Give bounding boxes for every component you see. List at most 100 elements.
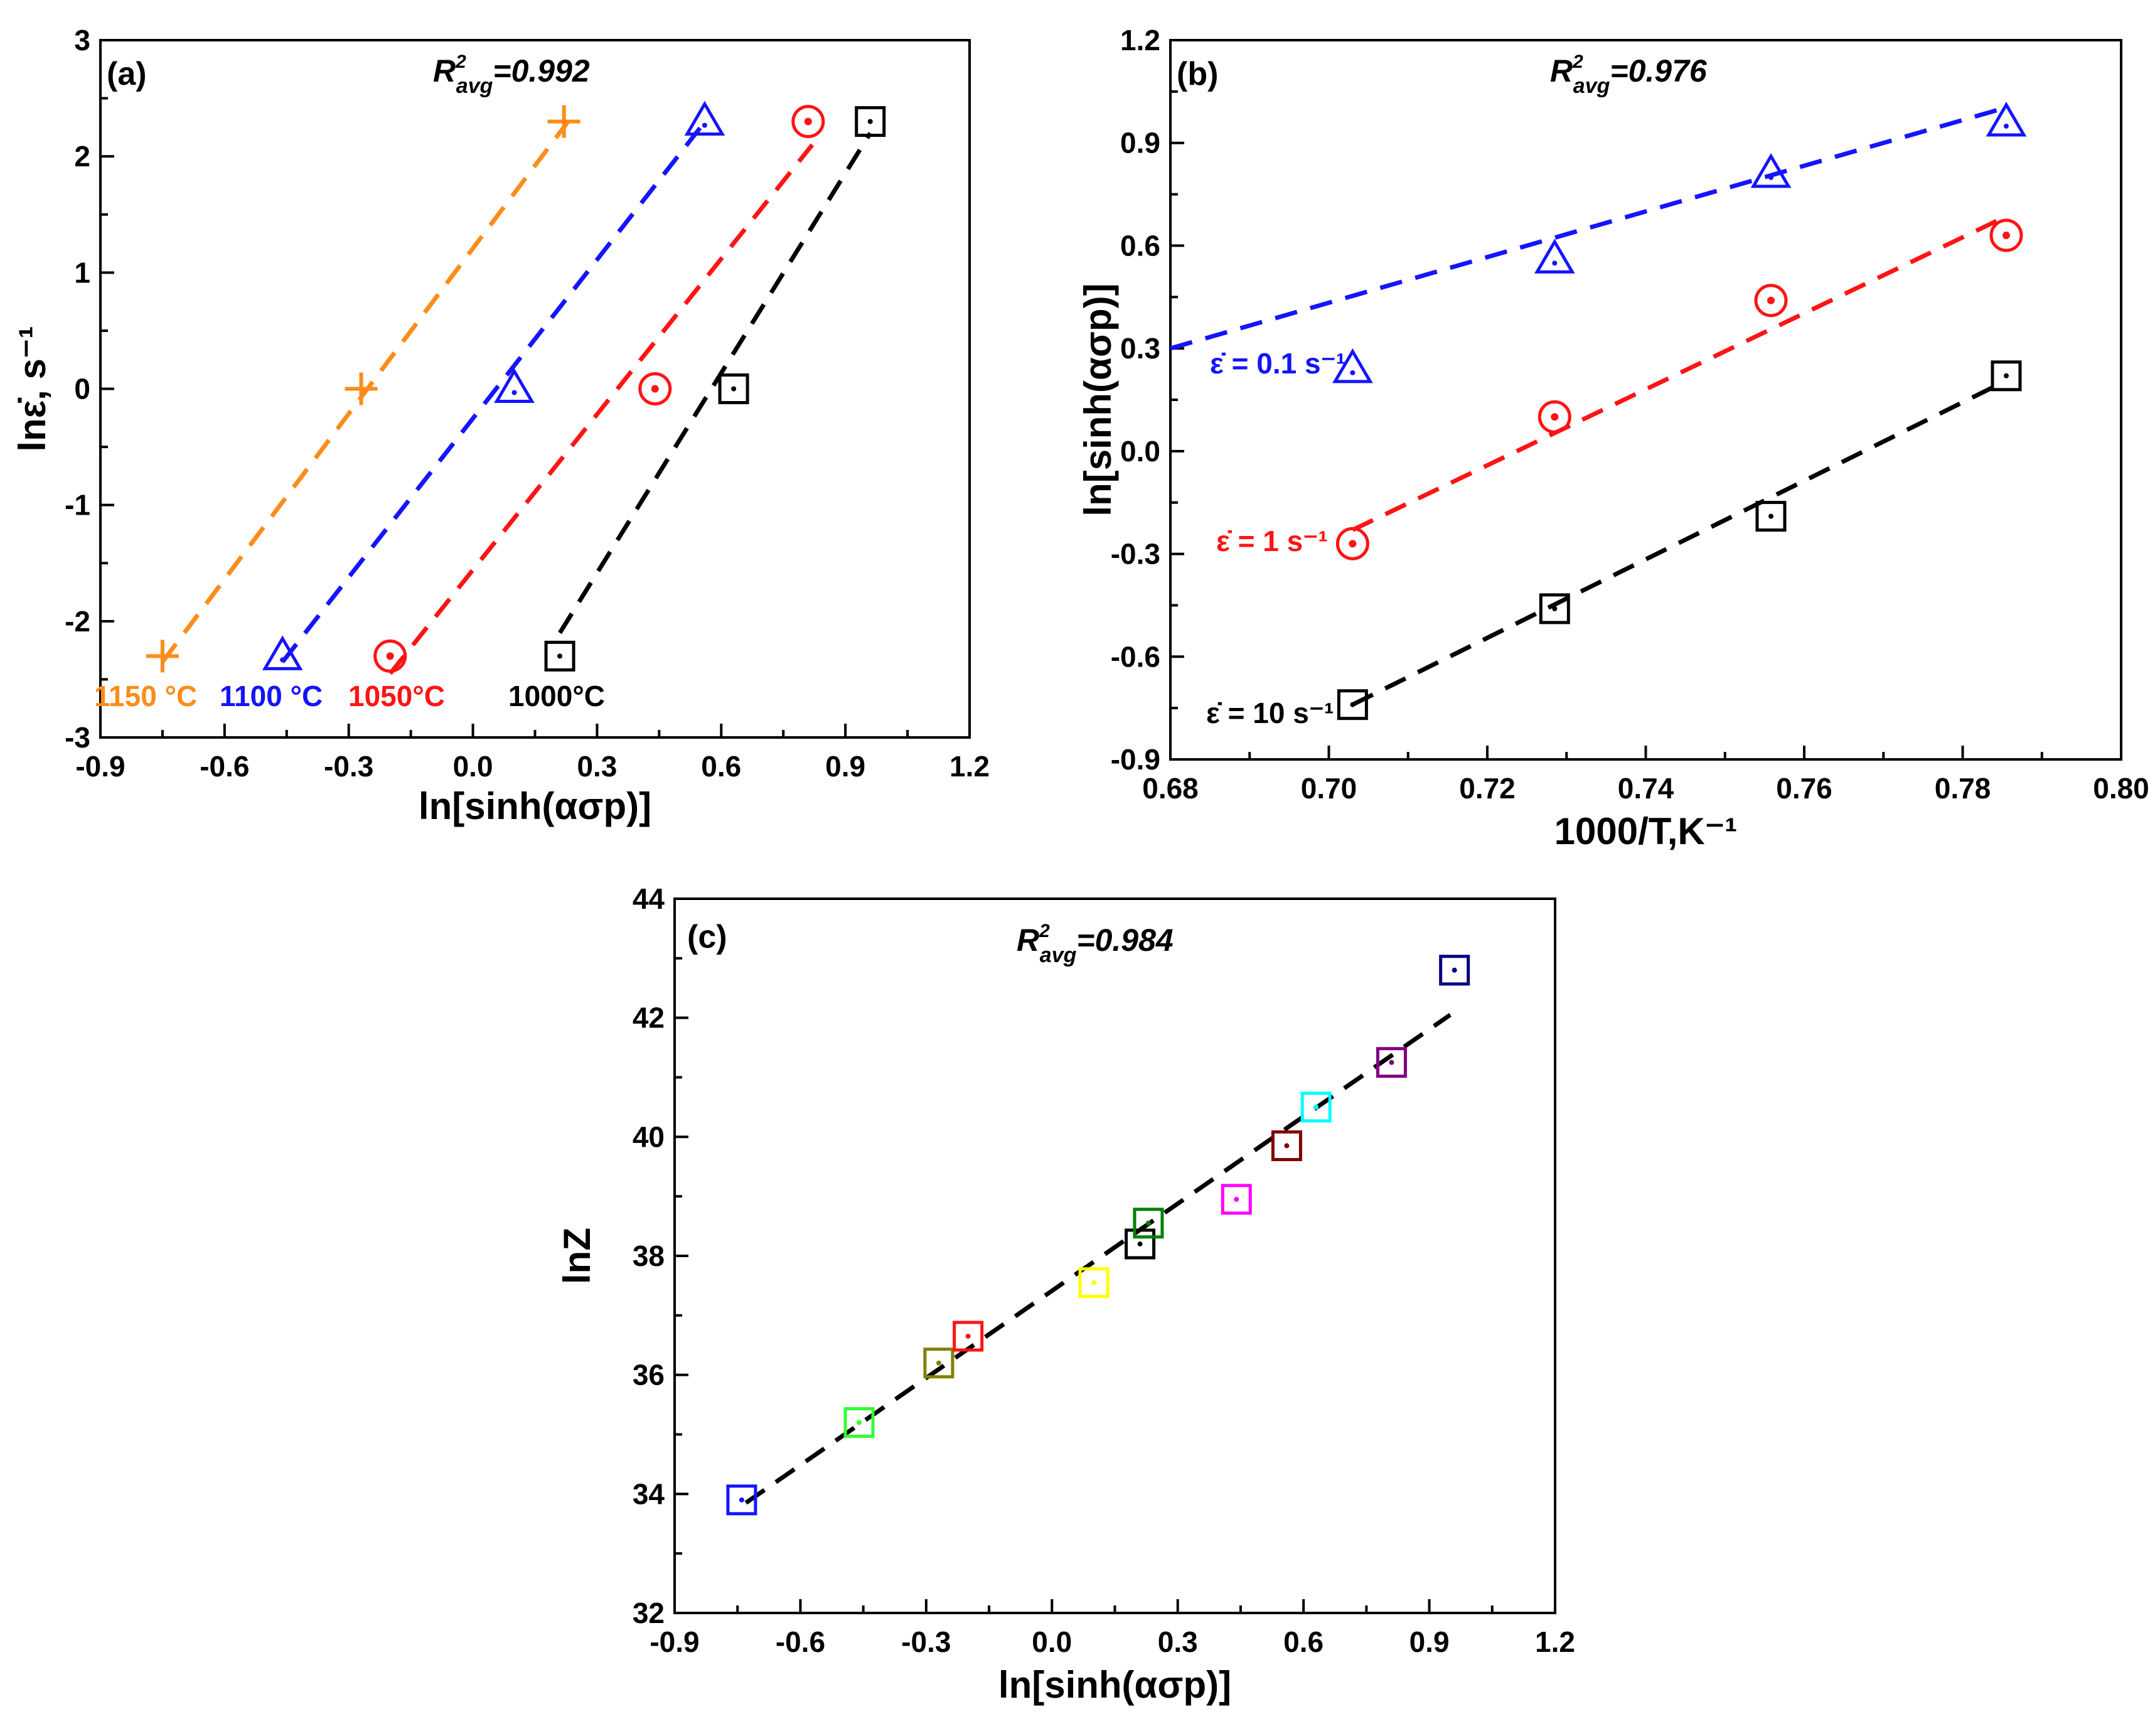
r2-sup: 2 <box>455 51 466 72</box>
y-tick-label: 3 <box>74 24 90 56</box>
marker-center-dot <box>1552 606 1558 611</box>
x-tick-label: -0.3 <box>324 750 373 783</box>
y-tick-label: 34 <box>633 1477 665 1510</box>
y-tick-label: -0.9 <box>1111 743 1160 776</box>
square-marker <box>544 640 575 672</box>
marker-center-dot <box>1389 1059 1394 1065</box>
marker-center-dot <box>936 1360 941 1366</box>
square-marker <box>1755 501 1787 532</box>
y-tick-label: 2 <box>74 140 90 173</box>
marker-center-dot <box>1768 174 1773 180</box>
triangle-marker <box>684 100 725 136</box>
series-label: ε̇ = 10 s⁻¹ <box>1206 697 1334 729</box>
marker-center-dot <box>2003 123 2009 129</box>
r2-annotation: R2 avg=0.984 <box>1017 921 1174 967</box>
marker-center-dot <box>1551 413 1559 421</box>
square-marker <box>1539 593 1570 624</box>
x-tick-label: 0.72 <box>1459 772 1516 805</box>
marker-center-dot <box>965 1334 971 1339</box>
y-axis-title: lnZ <box>556 1228 598 1284</box>
r2-lead: R <box>1017 923 1039 958</box>
marker-center-dot <box>1091 1280 1097 1285</box>
marker-center-dot <box>1145 1220 1151 1226</box>
fit-line <box>388 143 815 675</box>
x-tick-label: -0.6 <box>200 750 249 783</box>
x-axis-title: ln[sinh(ασp)] <box>998 1664 1231 1706</box>
marker-center-dot <box>1452 967 1457 973</box>
r2-sup: 2 <box>1039 921 1050 941</box>
y-axis-title: lnε̇, s⁻¹ <box>11 326 53 451</box>
y-tick-label: 32 <box>633 1597 665 1629</box>
x-tick-label: -0.3 <box>901 1626 951 1658</box>
x-tick-label: 0.9 <box>825 750 865 783</box>
series-label: 1100 °C <box>220 680 323 712</box>
marker-center-dot <box>1350 702 1356 707</box>
marker-center-dot <box>702 122 707 128</box>
marker-center-dot <box>1349 540 1357 548</box>
x-tick-label: 0.80 <box>2093 772 2149 805</box>
y-tick-label: 36 <box>633 1359 665 1391</box>
panel-c: -0.9 -0.6 -0.3 0.0 0.3 0.6 0.9 1.2 32 34 36 38 40 42 4… <box>556 882 1575 1706</box>
r2-value: =0.992 <box>493 53 590 88</box>
square-marker <box>953 1321 984 1352</box>
fit-line <box>558 132 872 635</box>
circle-marker <box>1754 284 1788 318</box>
fit-line <box>744 1013 1452 1505</box>
y-tick-label: -0.6 <box>1111 640 1160 673</box>
square-marker <box>1221 1184 1252 1215</box>
marker-center-dot <box>1137 1241 1143 1247</box>
marker-center-dot <box>557 653 563 659</box>
series-label: ε̇ = 1 s⁻¹ <box>1216 525 1328 557</box>
circle-marker <box>791 105 825 139</box>
triangle-marker <box>494 368 535 403</box>
x-tick-label: -0.6 <box>776 1626 825 1658</box>
square-marker <box>1991 360 2022 392</box>
fit-line <box>161 120 570 663</box>
circle-marker <box>638 372 672 405</box>
triangle-marker <box>262 635 303 670</box>
x-tick-label: 0.6 <box>1283 1626 1324 1658</box>
x-tick-label: 0.76 <box>1776 772 1832 805</box>
r2-annotation: R2 avg=0.992 <box>433 51 590 98</box>
y-tick-label: 0.3 <box>1120 332 1160 365</box>
x-tick-label: 0.3 <box>577 750 617 783</box>
y-tick-label: 40 <box>633 1120 665 1153</box>
triangle-marker <box>1332 348 1373 383</box>
marker-center-dot <box>867 119 873 124</box>
series-label: 1150 °C <box>94 680 197 712</box>
plot-frame <box>673 897 1556 1614</box>
r2-lead: R <box>433 53 456 88</box>
series-label: 1050°C <box>348 680 445 712</box>
panel-b: 0.68 0.70 0.72 0.74 0.76 0.78 0.80 -0.9 -0.6 -0.3… <box>1077 24 2149 852</box>
r2-sub: avg <box>456 74 493 98</box>
panel-label: (a) <box>107 56 147 92</box>
x-tick-label: 0.78 <box>1935 772 1991 805</box>
x-axis-title: ln[sinh(ασp)] <box>419 785 651 827</box>
plot-frame <box>1169 39 2122 761</box>
y-tick-label: -1 <box>65 489 90 522</box>
y-tick-label: 0.6 <box>1120 229 1160 262</box>
square-marker <box>923 1348 955 1379</box>
marker-center-dot <box>804 117 812 126</box>
square-marker <box>1439 955 1470 986</box>
y-tick-label: -3 <box>65 721 90 754</box>
r2-sub: avg <box>1040 943 1077 967</box>
y-axis-title: ln[sinh(ασp)] <box>1077 283 1119 516</box>
y-tick-label: 38 <box>633 1240 665 1272</box>
fit-line <box>1351 380 2004 707</box>
marker-center-dot <box>651 385 659 393</box>
x-tick-label: 0.0 <box>453 750 493 783</box>
plot-frame <box>99 39 971 739</box>
circle-marker <box>1335 527 1369 560</box>
square-marker <box>1300 1091 1332 1123</box>
r2-sup: 2 <box>1572 51 1583 72</box>
x-tick-label: 0.0 <box>1032 1626 1072 1658</box>
square-marker <box>1133 1208 1164 1239</box>
x-tick-label: 0.68 <box>1142 772 1199 805</box>
fit-line <box>1351 216 2004 532</box>
marker-center-dot <box>856 1420 862 1425</box>
square-marker <box>726 1484 757 1516</box>
square-marker <box>1376 1047 1407 1078</box>
triangle-marker <box>1750 153 1792 188</box>
